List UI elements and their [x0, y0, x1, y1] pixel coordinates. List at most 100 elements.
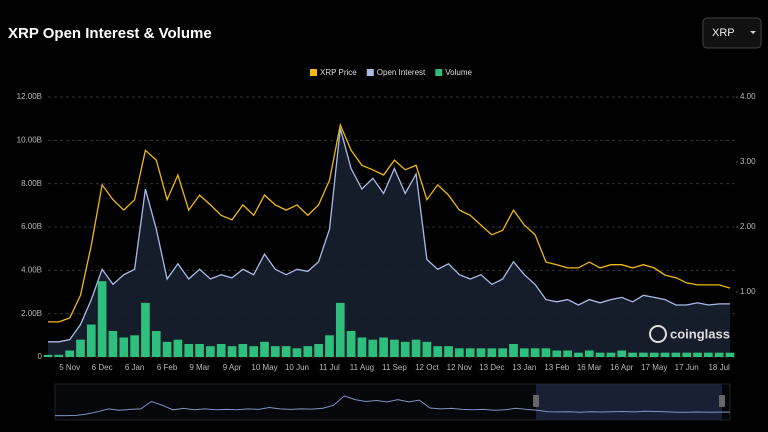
x-tick-label: 13 Jan: [512, 363, 536, 372]
x-tick-label: 12 Oct: [415, 363, 439, 372]
y2-tick-label: 2.00: [740, 222, 756, 231]
y2-tick-label: 3.00: [740, 157, 756, 166]
watermark: coinglass: [649, 325, 730, 343]
volume-bar: [552, 350, 562, 357]
y-tick-label: 6.00B: [21, 222, 42, 231]
x-tick-label: 9 Mar: [189, 363, 210, 372]
x-tick-label: 13 Dec: [479, 363, 504, 372]
volume-bar: [54, 354, 64, 357]
volume-bar: [151, 331, 161, 357]
selector-label[interactable]: XRP: [712, 27, 735, 39]
x-tick-label: 16 Mar: [577, 363, 602, 372]
volume-bar: [162, 341, 172, 357]
volume-bar: [509, 344, 518, 357]
oi-line: [48, 128, 730, 343]
volume-bar: [216, 344, 226, 357]
volume-bar: [411, 339, 421, 357]
volume-bar: [292, 348, 302, 357]
volume-bar: [639, 352, 648, 357]
volume-bar: [368, 339, 378, 357]
y-tick-label: 8.00B: [21, 179, 42, 188]
volume-bar: [649, 352, 659, 357]
volume-bar: [574, 352, 583, 357]
volume-bar: [195, 344, 204, 357]
volume-bar: [563, 350, 572, 357]
legend-label: Open Interest: [377, 68, 426, 77]
legend-swatch: [366, 69, 374, 76]
volume-bar: [606, 352, 616, 357]
volume-bar: [617, 350, 627, 357]
volume-bar: [530, 348, 540, 357]
volume-bar: [271, 346, 280, 357]
volume-bar: [346, 331, 356, 357]
volume-bar: [465, 348, 475, 357]
volume-bar: [455, 348, 464, 357]
volume-bar: [628, 352, 637, 357]
volume-bar: [519, 348, 529, 357]
selector-box[interactable]: [702, 17, 762, 49]
volume-bar: [141, 302, 150, 357]
y2-tick-label: 4.00: [740, 92, 756, 101]
volume-bar: [671, 352, 681, 357]
x-tick-label: 10 May: [251, 363, 277, 372]
x-tick-label: 9 Apr: [223, 363, 242, 372]
volume-bar: [357, 337, 367, 357]
y-tick-label: 0: [38, 352, 43, 361]
x-tick-label: 13 Feb: [544, 363, 569, 372]
volume-bar: [714, 352, 724, 357]
navigator-handle[interactable]: [533, 395, 539, 407]
volume-bar: [595, 352, 605, 357]
volume-bar: [379, 337, 388, 357]
x-tick-label: 11 Sep: [382, 363, 407, 372]
volume-bar: [314, 344, 323, 357]
volume-bar: [238, 344, 248, 357]
x-tick-label: 12 Nov: [447, 363, 472, 372]
y-tick-label: 2.00B: [21, 309, 42, 318]
x-tick-label: 17 May: [641, 363, 667, 372]
x-tick-label: 5 Nov: [59, 363, 80, 372]
volume-bar: [173, 339, 183, 357]
x-tick-label: 11 Aug: [350, 363, 374, 372]
y2-tick-label: 1.00: [740, 287, 756, 296]
y-tick-label: 10.00B: [17, 135, 42, 144]
volume-bar: [76, 339, 85, 357]
volume-bar: [130, 335, 139, 357]
volume-bar: [390, 339, 399, 357]
legend-swatch: [310, 69, 317, 76]
volume-bar: [43, 354, 53, 357]
chart-title: XRP Open Interest & Volume: [8, 25, 212, 42]
price-line: [48, 122, 731, 323]
volume-bar: [303, 346, 313, 357]
navigator-line: [55, 395, 730, 417]
volume-bar: [422, 341, 432, 357]
volume-bar: [108, 331, 118, 357]
x-tick-label: 6 Dec: [92, 363, 113, 372]
x-tick-label: 16 Apr: [610, 363, 633, 372]
volume-bar: [86, 324, 96, 357]
selector-arrow[interactable]: [750, 31, 756, 34]
x-tick-label: 18 Jul: [708, 363, 730, 372]
x-tick-label: 10 Jun: [285, 363, 309, 372]
volume-bar: [444, 346, 453, 357]
navigator-handle[interactable]: [719, 395, 725, 407]
legend-swatch: [435, 69, 443, 76]
volume-bar: [119, 337, 129, 357]
volume-bar: [184, 344, 194, 357]
volume-bar: [227, 346, 237, 357]
watermark-text: coinglass: [670, 326, 730, 341]
watermark-icon: [649, 325, 667, 343]
volume-bar: [487, 348, 497, 357]
legend-label: XRP Price: [320, 68, 357, 77]
legend-label: Volume: [445, 68, 472, 77]
volume-bar: [476, 348, 486, 357]
x-tick-label: 11 Jul: [319, 363, 340, 372]
volume-bar: [97, 281, 107, 357]
volume-bar: [400, 341, 410, 357]
y-tick-label: 4.00B: [21, 265, 42, 274]
volume-bar: [704, 352, 713, 357]
volume-bar: [660, 352, 670, 357]
volume-bar: [206, 346, 215, 357]
x-tick-label: 6 Jan: [125, 363, 145, 372]
volume-bar: [682, 352, 692, 357]
